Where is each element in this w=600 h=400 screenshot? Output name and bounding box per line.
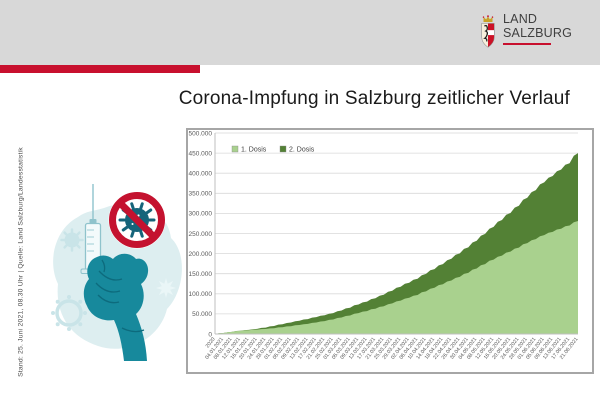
crown-icon (482, 15, 494, 23)
svg-text:2020: 2020 (205, 336, 217, 349)
hand-icon (83, 253, 149, 361)
svg-text:450.000: 450.000 (189, 150, 213, 157)
svg-text:500.000: 500.000 (189, 130, 213, 137)
legend-swatch (231, 145, 239, 153)
salzburg-crest-icon (481, 15, 495, 48)
vaccination-illustration (51, 184, 182, 361)
legend-label: 2. Dosis (289, 147, 315, 154)
svg-text:200.000: 200.000 (189, 251, 213, 258)
accent-bar (0, 65, 200, 73)
chart-legend: 1. Dosis 2. Dosis (231, 145, 315, 154)
x-axis-labels: 202004.01.202108.01.202112.01.202116.01.… (204, 336, 579, 360)
no-virus-sign (108, 191, 166, 249)
svg-text:400.000: 400.000 (189, 171, 213, 178)
chart-panel: 0 50.000 100.000 150.000 200.000 250.000 300.0… (186, 128, 594, 374)
chart-areas (215, 153, 578, 334)
svg-text:100.000: 100.000 (189, 291, 213, 298)
starburst-shape (156, 278, 176, 298)
svg-text:300.000: 300.000 (189, 211, 213, 218)
svg-text:0: 0 (208, 331, 212, 338)
prohibition-bar (117, 200, 157, 240)
legend-label: 1. Dosis (241, 147, 267, 154)
vaccination-trend-chart: 0 50.000 100.000 150.000 200.000 250.000 300.0… (189, 130, 580, 360)
faint-virus-icon (60, 228, 84, 252)
header-banner (0, 0, 600, 65)
legend-item: 2. Dosis (279, 145, 315, 154)
legend-swatch (279, 145, 287, 153)
svg-text:50.000: 50.000 (192, 311, 212, 318)
lion-glyph (483, 24, 488, 42)
svg-text:250.000: 250.000 (189, 231, 213, 238)
logo-underline (503, 42, 552, 45)
shield-icon (481, 23, 495, 48)
page-title: Corona-Impfung in Salzburg zeitlicher Ve… (178, 88, 570, 109)
land-salzburg-logo: LAND SALZBURG (479, 12, 572, 50)
y-axis-labels: 0 50.000 100.000 150.000 200.000 250.000 300.0… (189, 130, 213, 338)
area-series-1-dosis (215, 221, 578, 334)
svg-text:350.000: 350.000 (189, 191, 213, 198)
faint-virus-outline-icon (51, 295, 87, 331)
svg-text:150.000: 150.000 (189, 271, 213, 278)
legend-item: 1. Dosis (231, 145, 267, 154)
source-note: Stand: 25. Juni 2021, 08.30 Uhr | Quelle… (17, 147, 25, 377)
logo-line2: SALZBURG (503, 25, 572, 40)
logo-line1: LAND (503, 12, 538, 26)
